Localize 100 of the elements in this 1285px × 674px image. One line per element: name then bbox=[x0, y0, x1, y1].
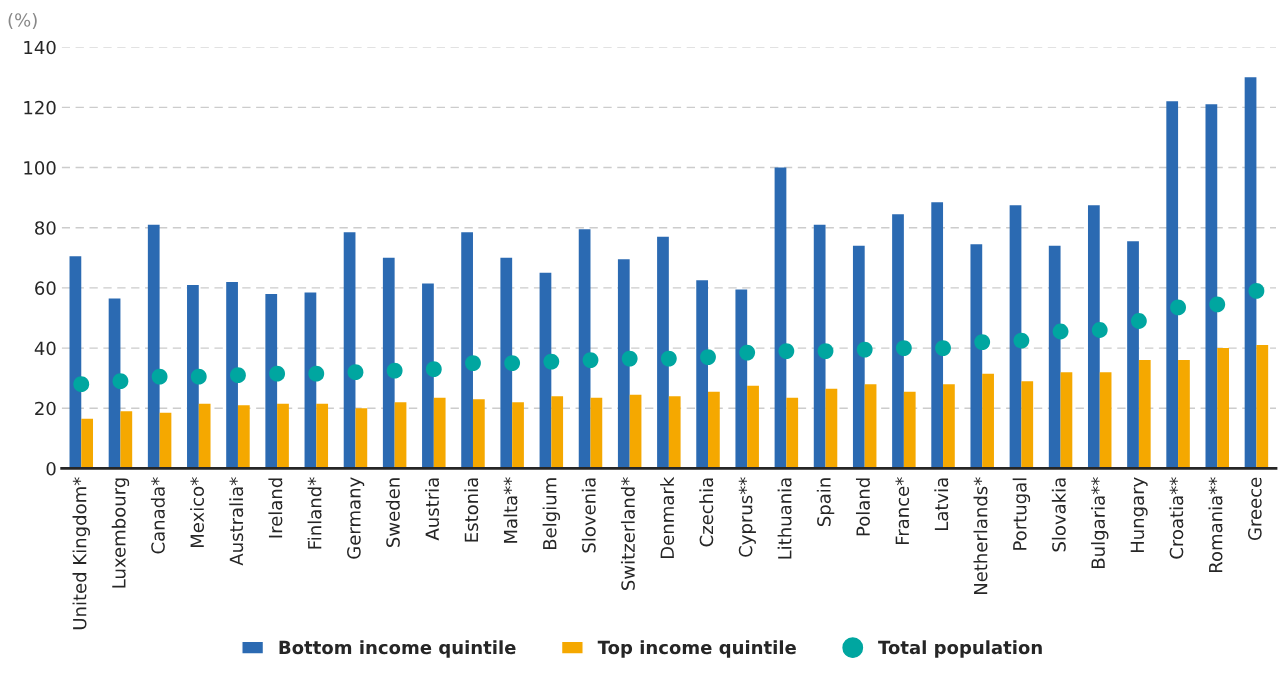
x-tick-label: Switzerland* bbox=[620, 477, 635, 590]
point bbox=[347, 364, 364, 381]
y-tick-label: 100 bbox=[24, 161, 56, 175]
bar bbox=[735, 289, 748, 469]
point bbox=[1091, 322, 1108, 338]
bar bbox=[1166, 101, 1179, 469]
point bbox=[1052, 323, 1069, 340]
point bbox=[660, 350, 677, 367]
bar bbox=[970, 244, 983, 469]
x-tick-label: Canada* bbox=[150, 477, 165, 554]
point bbox=[73, 376, 90, 393]
x-tick-label: Finland* bbox=[307, 477, 322, 549]
bar bbox=[578, 229, 591, 469]
x-tick-label: Czechia bbox=[699, 478, 714, 547]
legend-label: Total population bbox=[878, 640, 1042, 658]
bar bbox=[696, 280, 709, 469]
bar bbox=[903, 391, 916, 469]
bar bbox=[1021, 381, 1034, 469]
bar bbox=[813, 224, 826, 469]
x-tick-label: Netherlands* bbox=[973, 477, 988, 595]
bar bbox=[1087, 205, 1100, 469]
y-tick-label: 40 bbox=[34, 341, 56, 356]
bar bbox=[120, 411, 133, 469]
x-tick-label: Portugal bbox=[1012, 478, 1031, 550]
bar bbox=[1127, 241, 1139, 469]
x-tick-label: Estonia bbox=[464, 478, 479, 542]
y-tick-label: 120 bbox=[24, 100, 56, 115]
point bbox=[112, 373, 129, 390]
bar bbox=[1009, 205, 1022, 469]
bar bbox=[617, 259, 630, 469]
x-tick-label: Croatia** bbox=[1169, 477, 1184, 559]
y-tick-label: 0 bbox=[46, 461, 56, 476]
point bbox=[1209, 296, 1226, 313]
x-tick-label: Germany bbox=[347, 477, 365, 559]
bar bbox=[657, 236, 669, 469]
y-tick-label: 80 bbox=[35, 221, 56, 235]
bar bbox=[198, 403, 211, 469]
bar bbox=[461, 232, 473, 469]
bar bbox=[852, 245, 865, 469]
x-tick-label: Mexico* bbox=[190, 477, 205, 548]
bar bbox=[747, 385, 759, 469]
bar bbox=[343, 232, 356, 469]
x-tick-label: Sweden bbox=[385, 478, 400, 547]
bar bbox=[422, 283, 434, 469]
bar bbox=[1099, 372, 1112, 469]
x-tick-label: Cyprus** bbox=[738, 477, 756, 557]
point bbox=[465, 355, 481, 372]
bar bbox=[316, 403, 329, 469]
x-tick-label: Australia* bbox=[229, 477, 244, 566]
point bbox=[1130, 313, 1147, 329]
bar bbox=[382, 257, 395, 469]
y-tick-label: 60 bbox=[35, 281, 56, 296]
bar bbox=[394, 402, 407, 469]
bar bbox=[786, 397, 799, 469]
point bbox=[151, 368, 168, 385]
point bbox=[935, 340, 951, 356]
bar bbox=[237, 405, 250, 469]
point bbox=[190, 368, 207, 385]
x-tick-label: Poland bbox=[855, 478, 870, 536]
bar bbox=[892, 214, 904, 469]
point bbox=[739, 344, 756, 361]
bar bbox=[187, 284, 199, 469]
point bbox=[817, 343, 834, 359]
x-tick-label: Romania** bbox=[1208, 477, 1223, 572]
point bbox=[269, 365, 286, 382]
bar bbox=[472, 399, 485, 469]
bar bbox=[147, 224, 160, 469]
bar bbox=[1048, 245, 1061, 469]
point bbox=[582, 352, 599, 369]
point bbox=[895, 340, 912, 356]
x-tick-label: Hungary bbox=[1130, 477, 1148, 553]
bar bbox=[500, 257, 513, 469]
point bbox=[778, 343, 795, 359]
point bbox=[856, 341, 873, 358]
bar bbox=[982, 373, 994, 469]
x-tick-label: Slovenia bbox=[581, 478, 596, 553]
x-tick-label: Ireland bbox=[268, 478, 283, 538]
bar bbox=[943, 384, 955, 469]
bar bbox=[159, 412, 172, 469]
point bbox=[1013, 332, 1030, 349]
y-tick-label: 140 bbox=[24, 40, 56, 55]
x-tick-label: Lithuania bbox=[777, 478, 792, 559]
x-tick-label: Luxembourg bbox=[111, 478, 130, 588]
bar bbox=[433, 397, 446, 469]
bar bbox=[590, 397, 603, 469]
bar bbox=[668, 396, 681, 469]
bar bbox=[265, 293, 278, 469]
point bbox=[1170, 299, 1186, 316]
legend-label: Bottom income quintile bbox=[279, 640, 516, 658]
bar bbox=[226, 281, 238, 469]
bar bbox=[81, 418, 94, 469]
bar bbox=[708, 391, 720, 469]
bar bbox=[1217, 348, 1229, 469]
point bbox=[425, 361, 442, 378]
x-tick-label: Greece bbox=[1248, 477, 1262, 541]
bar bbox=[277, 403, 289, 469]
bar bbox=[629, 394, 642, 469]
x-tick-label: Latvia bbox=[934, 478, 949, 530]
bar bbox=[355, 408, 368, 469]
bar bbox=[1205, 104, 1218, 469]
